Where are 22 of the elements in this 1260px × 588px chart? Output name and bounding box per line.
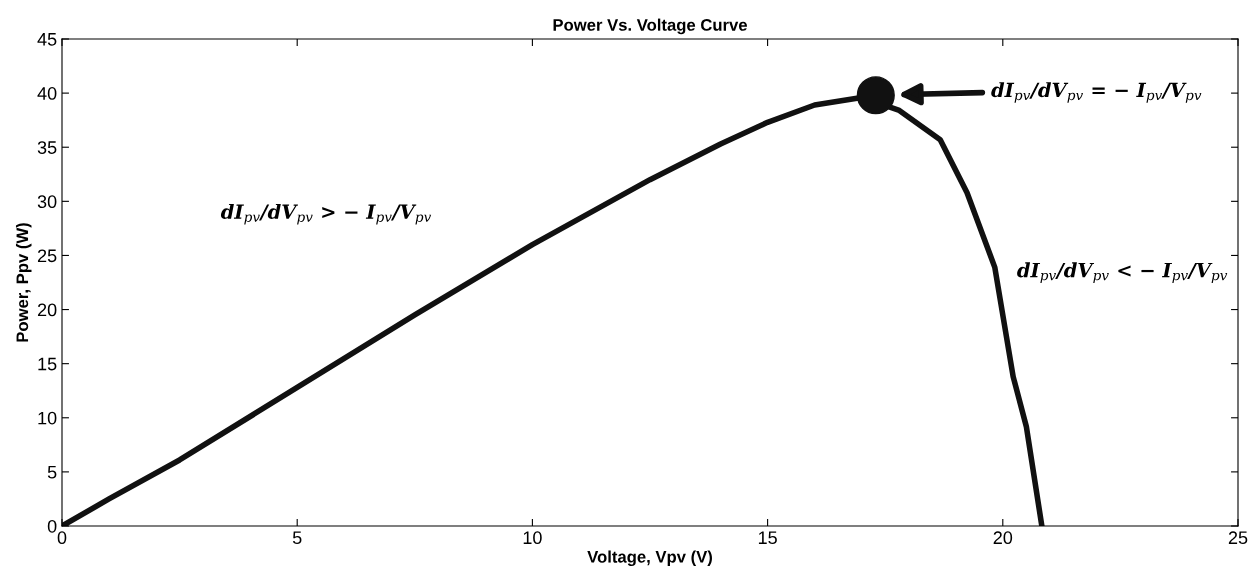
y-tick-label: 15 bbox=[38, 357, 57, 371]
x-tick-label: 5 bbox=[292, 531, 302, 545]
y-tick-label: 0 bbox=[47, 519, 57, 533]
chart-title: Power Vs. Voltage Curve bbox=[553, 18, 747, 35]
y-tick-label: 40 bbox=[37, 87, 57, 100]
x-axis-title: Voltage, Vpv (V) bbox=[587, 550, 712, 567]
y-axis-title: Power, Ppv (W) bbox=[15, 223, 32, 342]
x-tick-label: 25 bbox=[1228, 531, 1248, 545]
annotation: dI$_{pv}$/dV$_{pv}$ = − I$_{pv}$/V$_{pv}$ bbox=[991, 82, 1202, 103]
y-tick-label: 25 bbox=[37, 249, 57, 263]
x-tick-label: 0 bbox=[57, 531, 67, 545]
y-tick-label: 5 bbox=[47, 466, 57, 479]
x-tick-label: 10 bbox=[523, 531, 542, 545]
y-tick-label: 45 bbox=[37, 33, 57, 46]
y-tick-label: 30 bbox=[37, 195, 57, 209]
annotation: dI$_{pv}$/dV$_{pv}$ > − I$_{pv}$/V$_{pv}$ bbox=[220, 203, 432, 225]
y-tick-label: 10 bbox=[38, 411, 57, 425]
x-tick-label: 20 bbox=[993, 531, 1013, 545]
y-tick-label: 35 bbox=[37, 141, 57, 154]
x-tick-label: 15 bbox=[758, 531, 777, 545]
annotation: dI$_{pv}$/dV$_{pv}$ < − I$_{pv}$/V$_{pv}$ bbox=[1017, 262, 1228, 283]
y-tick-label: 20 bbox=[37, 303, 57, 317]
